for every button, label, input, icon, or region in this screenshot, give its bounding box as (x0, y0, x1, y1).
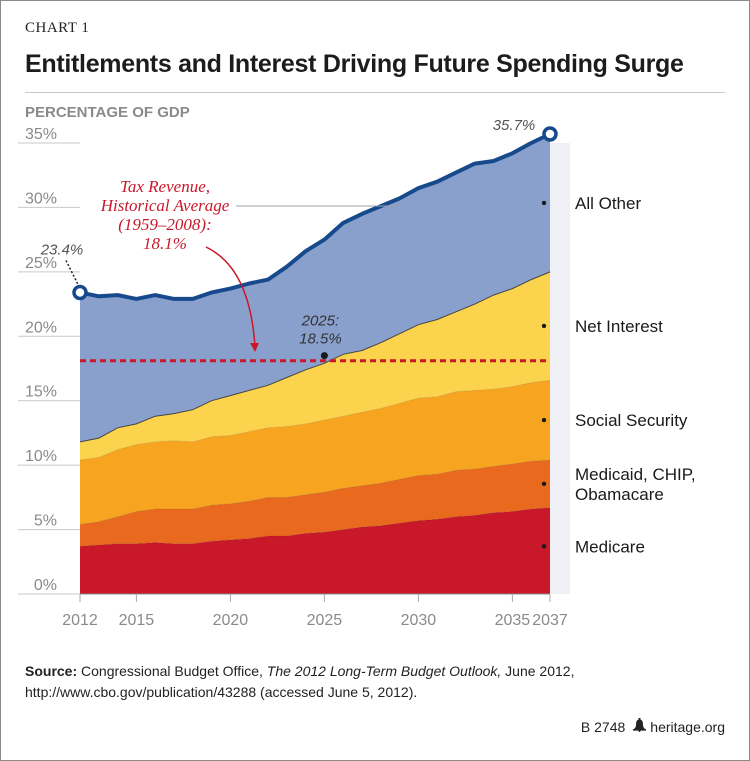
start-total-label: 23.4% (40, 241, 84, 258)
x-tick-label: 2037 (532, 612, 568, 629)
site-name: heritage.org (650, 719, 725, 735)
series-label-net-interest: Net Interest (575, 317, 663, 336)
end-total-label: 35.7% (493, 117, 536, 134)
y-tick-label: 35% (25, 126, 57, 143)
series-label-medicaid-chip-obamacare: Obamacare (575, 485, 664, 504)
total-spending-line (79, 132, 551, 301)
source-text-pre: Congressional Budget Office, (77, 663, 267, 679)
y-tick-label: 30% (25, 190, 57, 207)
y-tick-label: 5% (34, 513, 57, 530)
label-band (550, 143, 570, 594)
x-tick-label: 2020 (213, 612, 249, 629)
source-note: Source: Congressional Budget Office, The… (25, 661, 725, 703)
series-label-dot (541, 544, 547, 549)
stacked-area-chart: PERCENTAGE OF GDP 0% 5% 10% 15% 20% 25% 30% 35% 2… (18, 104, 696, 629)
y-axis-title: PERCENTAGE OF GDP (25, 104, 190, 121)
series-label-social-security: Social Security (575, 411, 688, 430)
liberty-bell-icon (633, 718, 647, 735)
source-text-post: June 2012, http://www.cbo.gov/publicatio… (25, 663, 575, 700)
series-label-dot (541, 323, 547, 329)
area-medicaid-chip-obamacare (80, 460, 550, 547)
boundary-net-interest (79, 271, 551, 443)
y-tick-label: 20% (25, 319, 57, 336)
start-marker (72, 284, 88, 301)
series-label-dot (541, 417, 547, 423)
series-label-dot (541, 481, 547, 487)
series-label-all-other: All Other (575, 194, 641, 213)
x-tick-label: 2030 (401, 612, 437, 629)
report-code: B 2748 (580, 719, 626, 735)
y-tick-label: 25% (25, 255, 57, 272)
tax-revenue-label: 18.1% (143, 234, 187, 253)
chart-number-label: CHART 1 (25, 20, 90, 36)
title-divider (25, 92, 725, 93)
area-all-other (80, 134, 550, 442)
crossover-label: 2025: (301, 313, 340, 330)
series-label-medicaid-chip-obamacare: Medicaid, CHIP, (575, 465, 696, 484)
area-net-interest (80, 271, 550, 460)
x-tick-label: 2015 (119, 612, 155, 629)
boundary-social-security (79, 379, 551, 461)
end-marker (542, 126, 558, 142)
y-tick-label: 10% (25, 448, 57, 465)
start-leader (65, 260, 79, 285)
x-tick-label: 2035 (495, 612, 531, 629)
boundary-medicare (79, 507, 551, 547)
tax-revenue-arrow (205, 246, 256, 348)
tax-revenue-label: (1959–2008): (118, 215, 211, 234)
footer: B 2748 heritage.org (581, 718, 725, 735)
y-tick-label: 0% (34, 577, 57, 594)
source-publication: The 2012 Long-Term Budget Outlook, (266, 663, 502, 679)
crossover-label: 18.5% (299, 331, 342, 348)
tax-revenue-label: Tax Revenue, (120, 177, 210, 196)
crossover-point (320, 352, 328, 360)
area-medicare (80, 507, 550, 594)
y-tick-label: 15% (25, 384, 57, 401)
chart-title: Entitlements and Interest Driving Future… (25, 50, 684, 78)
series-label-dot (541, 200, 547, 206)
tax-revenue-label: Historical Average (100, 196, 230, 215)
tax-revenue-arrowhead (250, 343, 259, 352)
source-label: Source: (25, 663, 78, 679)
x-tick-label: 2012 (62, 612, 98, 629)
x-tick-label: 2025 (307, 612, 343, 629)
boundary-medicaid-chip-obamacare (79, 459, 551, 525)
area-social-security (80, 380, 550, 525)
series-label-medicare: Medicare (575, 537, 645, 556)
